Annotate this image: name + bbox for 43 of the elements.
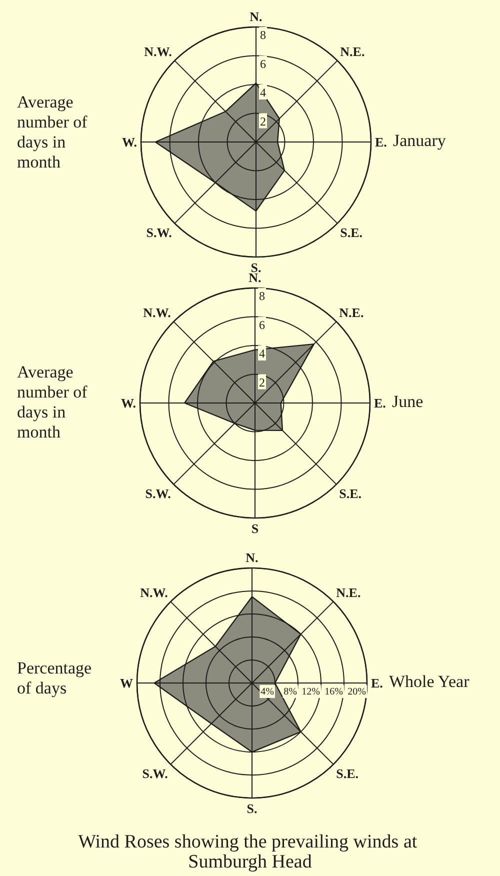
y-tick-label: 6 <box>260 56 266 71</box>
spoke-label: W <box>120 676 133 690</box>
spoke-label: S. <box>250 260 262 275</box>
spoke-label: E. <box>374 396 386 410</box>
y-tick-label: 6 <box>259 318 265 332</box>
y-tick-label: 8 <box>259 289 265 303</box>
spoke-label: S.E. <box>339 486 362 502</box>
spoke-label: S.E. <box>340 225 363 240</box>
text: June <box>392 392 424 411</box>
y-tick-label: 16% <box>324 686 343 698</box>
text: January <box>393 131 446 150</box>
y-tick-label: 12% <box>302 686 320 698</box>
spoke-label: S.W. <box>146 225 172 240</box>
text: Average number of days in month <box>17 92 92 172</box>
spoke-label: E. <box>375 134 387 150</box>
y-tick-label: 4 <box>259 346 265 360</box>
spoke-label: N.W. <box>143 304 171 320</box>
spoke-label: N.W. <box>144 44 172 59</box>
y-tick-label: 8% <box>284 686 297 698</box>
y-tick-label: 8 <box>260 28 266 42</box>
spoke-label: S.W. <box>142 766 168 782</box>
spoke-label: S <box>251 521 259 536</box>
y-tick-label: 2 <box>260 114 266 128</box>
spoke-label: N.E. <box>340 44 365 59</box>
text: Wind Roses showing the prevailing winds at Sumburgh Head <box>78 832 422 872</box>
text: Whole Year <box>389 672 470 691</box>
spoke-label: N.E. <box>339 304 364 320</box>
text: Percentage of days <box>17 658 96 698</box>
spoke-label: N.E. <box>336 584 361 600</box>
spoke-label: E. <box>371 676 383 690</box>
y-tick-label: 4 <box>260 86 266 100</box>
spoke-label: W. <box>122 134 137 150</box>
y-tick-label: 2 <box>259 375 265 390</box>
y-tick-label: 4% <box>260 686 274 698</box>
spoke-label: N.W. <box>140 584 168 600</box>
y-tick-label: 20% <box>348 686 366 698</box>
spoke-label: S.W. <box>145 486 171 502</box>
spoke-label: N. <box>250 9 262 24</box>
spoke-label: S. <box>246 801 258 816</box>
spoke-label: N. <box>246 550 258 565</box>
text: Average number of days in month <box>17 362 92 442</box>
spoke-label: S.E. <box>336 766 359 782</box>
spoke-label: W. <box>120 396 136 410</box>
